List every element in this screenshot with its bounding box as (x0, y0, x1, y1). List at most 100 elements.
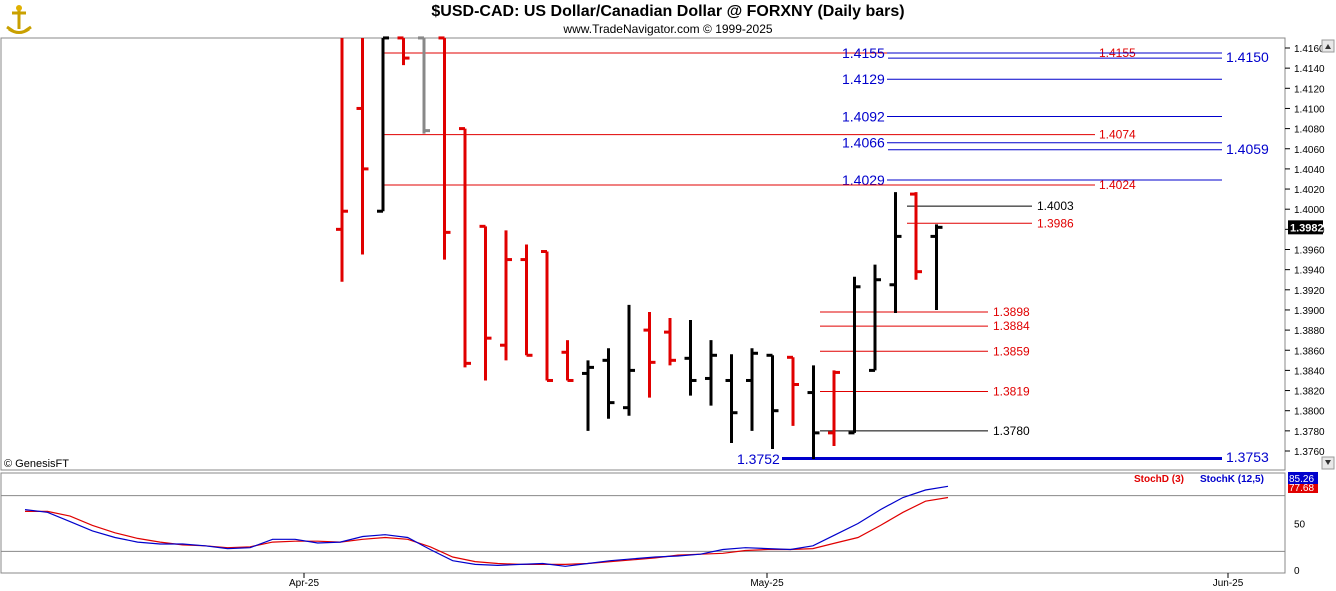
price-level: 1.4129 (842, 71, 1222, 87)
trade-navigator-logo-icon (4, 3, 34, 35)
y-tick-label: 1.3820 (1294, 387, 1325, 398)
y-tick-label: 1.3940 (1294, 266, 1325, 277)
price-level: 1.4150 (888, 49, 1269, 65)
y-tick-label: 1.4160 (1294, 44, 1325, 55)
price-level-label: 1.4150 (1226, 49, 1269, 65)
price-level-label: 1.3859 (993, 344, 1030, 358)
scroll-up-button[interactable] (1321, 39, 1335, 53)
ohlc-bar (787, 355, 799, 426)
ohlc-bar (541, 250, 553, 382)
stoch-series-line (24, 485, 949, 567)
price-level: 1.3780 (820, 424, 1030, 438)
y-tick-label: 1.4080 (1294, 125, 1325, 136)
main-plot-area (0, 37, 1286, 471)
price-level: 1.3884 (820, 319, 1030, 333)
price-level-label: 1.4129 (842, 71, 885, 87)
price-level-label: 1.3780 (993, 424, 1030, 438)
ohlc-bar (418, 36, 430, 134)
price-level: 1.4029 (842, 172, 1222, 188)
price-bars (336, 36, 943, 460)
last-price-box (1288, 220, 1323, 235)
price-level-label: 1.3752 (737, 451, 780, 467)
price-level-label: 1.4092 (842, 109, 885, 125)
ohlc-bar (766, 353, 779, 449)
ohlc-bar (910, 192, 922, 280)
price-axis: 1.4160 1.4140 1.4120 1.4100 1.4080 1.4060 1.40… (1285, 44, 1325, 458)
ohlc-bar (643, 311, 656, 398)
price-level: 1.4074 (382, 128, 1136, 142)
y-tick-label: 1.3880 (1294, 326, 1325, 337)
legend-stoch-d: StochD (3) (1134, 474, 1184, 485)
stoch-y-tick-label: 50 (1294, 520, 1306, 531)
ohlc-bar (520, 244, 533, 357)
ohlc-bar (623, 304, 635, 416)
price-level: 1.4066 (842, 135, 1222, 151)
y-tick-label: 1.4100 (1294, 104, 1325, 115)
y-tick-label: 1.3900 (1294, 306, 1325, 317)
y-tick-label: 1.3960 (1294, 246, 1325, 257)
indicator-plot-area (0, 472, 1286, 574)
price-level-label: 1.4059 (1226, 141, 1269, 157)
price-level-label: 1.4003 (1037, 199, 1074, 213)
price-level: 1.3859 (820, 344, 1030, 358)
price-level: 1.4092 (842, 109, 1222, 125)
price-level: 1.4003 (907, 199, 1074, 213)
chart-subtitle: www.TradeNavigator.com © 1999-2025 (563, 22, 773, 36)
ohlc-bar (869, 264, 881, 372)
stoch-last-box (1288, 472, 1318, 484)
y-tick-label: 1.3800 (1294, 407, 1325, 418)
y-tick-label: 1.3860 (1294, 346, 1325, 357)
y-tick-label: 1.3760 (1294, 447, 1325, 458)
price-level: 1.4059 (888, 141, 1269, 157)
y-tick-label: 1.4060 (1294, 145, 1325, 156)
ohlc-bar (848, 276, 861, 435)
price-level-label: 1.3753 (1226, 449, 1269, 465)
ohlc-bar (459, 127, 471, 368)
price-level-label: 1.3884 (993, 319, 1030, 333)
stoch-last-label: 77.68 (1289, 483, 1314, 494)
y-tick-label: 1.3780 (1294, 427, 1325, 438)
price-level-label: 1.4029 (842, 172, 885, 188)
y-tick-label: 1.4140 (1294, 64, 1325, 75)
y-tick-label: 1.3920 (1294, 286, 1325, 297)
ohlc-bar (582, 360, 594, 431)
x-tick-label: Jun-25 (1213, 578, 1244, 589)
ohlc-bar (746, 348, 758, 431)
price-level-label: 1.4074 (1099, 128, 1136, 142)
chart-header: $USD-CAD: US Dollar/Canadian Dollar @ FO… (0, 0, 1336, 38)
ohlc-bar (930, 224, 943, 310)
price-level-label: 1.3986 (1037, 216, 1074, 230)
ohlc-bar (356, 38, 369, 255)
chart-title: $USD-CAD: US Dollar/Canadian Dollar @ FO… (431, 3, 905, 20)
price-level: 1.3898 (820, 305, 1030, 319)
ohlc-bar (664, 318, 676, 366)
ohlc-bar (725, 354, 738, 443)
ohlc-bar (828, 370, 840, 446)
ohlc-bar (479, 224, 492, 381)
y-tick-label: 1.4040 (1294, 165, 1325, 176)
price-level-label: 1.4155 (842, 45, 885, 61)
price-level: 1.3752 (737, 451, 1222, 467)
price-level: 1.3753 (782, 449, 1269, 465)
legend-stoch-k: StochK (12,5) (1200, 474, 1264, 485)
ohlc-bar (336, 38, 348, 282)
copyright-label: © GenesisFT (4, 458, 69, 470)
ohlc-bar (705, 340, 717, 406)
ohlc-bar (397, 36, 410, 66)
price-level: 1.3986 (907, 216, 1074, 230)
time-axis: Apr-25 May-25 Jun-25 (289, 573, 1244, 589)
price-level: 1.4155 (842, 45, 1222, 61)
y-tick-label: 1.4120 (1294, 84, 1325, 95)
ohlc-bar (500, 230, 512, 361)
y-tick-label: 1.3840 (1294, 366, 1325, 377)
price-level-label: 1.3898 (993, 305, 1030, 319)
y-tick-label: 1.4020 (1294, 185, 1325, 196)
price-level-label: 1.3819 (993, 385, 1030, 399)
ohlc-bar (438, 36, 451, 260)
price-level: 1.3819 (820, 385, 1030, 399)
scroll-down-button[interactable] (1321, 456, 1335, 470)
price-level: 1.4024 (382, 178, 1136, 192)
ohlc-bar (889, 192, 902, 313)
